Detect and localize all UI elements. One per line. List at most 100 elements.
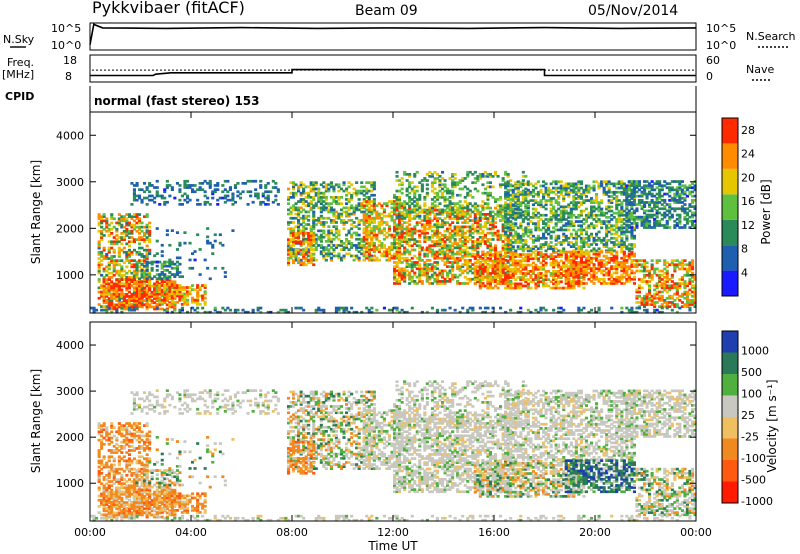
power-cell: [400, 191, 404, 195]
power-cell: [352, 208, 356, 212]
power-cell: [259, 186, 263, 189]
power-cell: [107, 288, 111, 292]
power-cell: [140, 305, 144, 309]
power-cell: [130, 182, 134, 185]
power-cell: [132, 240, 136, 244]
power-cell: [138, 288, 142, 292]
power-cell: [143, 259, 147, 262]
power-cell: [393, 242, 397, 245]
power-cell: [370, 258, 374, 262]
power-cell: [125, 278, 129, 281]
power-cell: [375, 246, 379, 249]
power-cell: [312, 206, 316, 210]
power-cell: [319, 191, 323, 195]
power-cell: [140, 259, 144, 262]
power-cell: [337, 231, 341, 235]
power-cell: [261, 200, 265, 204]
power-cell: [105, 265, 109, 269]
power-cell: [367, 206, 371, 210]
power-cell: [322, 235, 326, 239]
power-cell: [97, 257, 101, 260]
power-cell: [132, 296, 136, 300]
power-cell: [372, 204, 376, 208]
power-cell: [292, 227, 296, 231]
power-cell: [367, 202, 371, 205]
power-cell: [552, 205, 556, 209]
power-cell: [443, 179, 447, 182]
power-cell: [135, 276, 139, 279]
nsky-frame: [89, 22, 697, 51]
power-cell: [312, 225, 316, 228]
power-cell: [120, 267, 124, 271]
power-cell: [377, 240, 381, 243]
power-cell: [153, 293, 157, 296]
power-cell: [501, 177, 505, 180]
power-cell: [150, 295, 154, 298]
power-cell: [170, 303, 174, 306]
power-cell: [145, 257, 149, 260]
power-cell: [158, 203, 162, 206]
power-cell: [112, 273, 116, 277]
power-cell: [132, 198, 136, 202]
power-cell: [370, 210, 374, 214]
power-cell: [175, 182, 179, 185]
power-cell: [175, 256, 179, 260]
power-cell: [196, 300, 200, 304]
power-cell: [297, 225, 301, 228]
power-cell: [143, 282, 147, 286]
power-cell: [100, 238, 104, 241]
power-cell: [382, 254, 386, 258]
power-cell: [203, 296, 207, 300]
power-cell: [100, 236, 104, 239]
power-cell: [340, 240, 344, 243]
power-cell: [165, 284, 169, 288]
power-cell: [332, 233, 336, 237]
power-cell: [494, 244, 498, 248]
cpid-text: normal (fast stereo) 153: [94, 94, 260, 108]
power-cell: [312, 214, 316, 218]
power-cell: [100, 290, 104, 294]
power-cell: [294, 212, 298, 216]
power-cell: [135, 290, 139, 294]
power-cell: [377, 248, 381, 251]
power-cell: [153, 275, 157, 278]
power-cell: [496, 175, 500, 178]
power-cell: [375, 258, 379, 262]
cpid-panel: CPID normal (fast stereo) 153: [5, 86, 697, 112]
power-cell: [302, 253, 306, 256]
power-cell: [241, 190, 245, 194]
power-cell: [299, 223, 303, 226]
power-cell: [494, 225, 498, 229]
power-cell: [102, 246, 106, 250]
power-cell: [170, 294, 174, 298]
nsky-ytick-top: 10^5: [51, 22, 81, 35]
power-cell: [153, 260, 157, 264]
power-cell: [292, 234, 296, 237]
power-cell: [360, 206, 364, 210]
power-cell: [153, 200, 157, 204]
power-cell: [105, 293, 109, 296]
power-cell: [112, 265, 116, 269]
power-cell: [168, 243, 172, 247]
power-cell: [115, 284, 119, 288]
power-cell: [100, 253, 104, 256]
power-cell: [155, 282, 159, 286]
power-cell: [289, 244, 293, 248]
power-cell: [380, 219, 384, 222]
power-cell: [127, 213, 131, 216]
power-cell: [327, 254, 331, 258]
power-cell: [365, 256, 369, 260]
power-cell: [370, 235, 374, 239]
power-cell: [135, 215, 139, 218]
power-cell: [302, 208, 306, 212]
power-cell: [380, 229, 384, 233]
power-cell: [143, 293, 147, 296]
power-cell: [186, 300, 190, 304]
power-cell: [370, 221, 374, 224]
power-cell: [140, 296, 144, 300]
power-cell: [329, 181, 333, 184]
power-cell: [365, 204, 369, 208]
power-cell: [150, 301, 154, 305]
power-cell: [332, 196, 336, 199]
power-cell: [178, 286, 182, 289]
